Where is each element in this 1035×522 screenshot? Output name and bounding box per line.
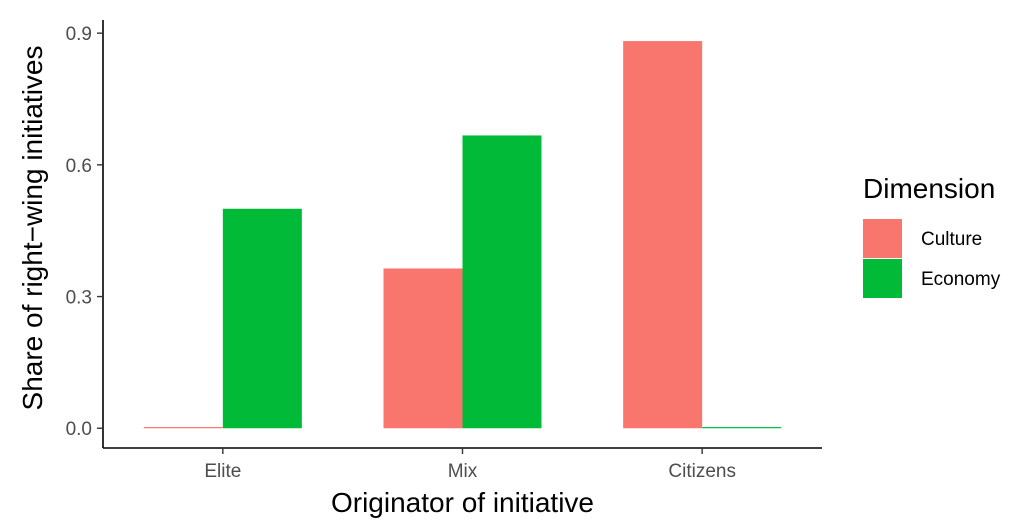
y-axis-ticks: 0.0 0.3 0.6 0.9 [66,24,103,440]
y-axis-title: Share of right−wing initiatives [17,46,48,411]
bar-mix-economy [462,135,542,429]
legend-label-economy: Economy [921,269,1001,290]
legend: Dimension Culture Economy [863,173,1001,298]
y-tick-label: 0.0 [66,419,92,440]
legend-title: Dimension [863,173,995,204]
x-axis-ticks: Elite Mix Citizens [204,448,736,482]
legend-label-culture: Culture [921,229,982,250]
bar-citizens-economy [702,427,782,429]
y-tick-label: 0.9 [66,24,92,45]
bar-mix-culture [383,268,463,429]
bar-elite-economy [222,208,302,429]
y-tick-label: 0.3 [66,288,92,309]
legend-swatch-economy [863,259,902,298]
x-tick-label: Elite [204,461,241,482]
legend-swatch-culture [863,219,902,258]
bars-layer [143,41,782,429]
x-axis-title: Originator of initiative [331,487,594,518]
legend-items: Culture Economy [863,219,1001,298]
x-tick-label: Citizens [668,461,736,482]
bar-citizens-culture [623,41,703,429]
bar-elite-culture [143,427,223,429]
y-tick-label: 0.6 [66,156,92,177]
x-tick-label: Mix [448,461,478,482]
